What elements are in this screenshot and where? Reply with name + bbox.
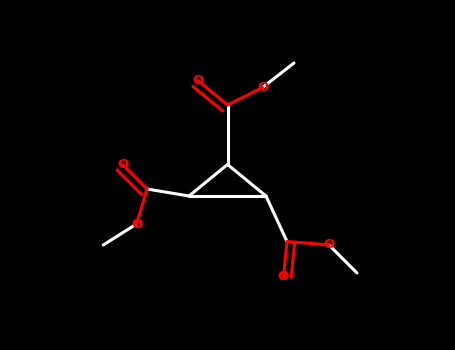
Text: O: O (278, 270, 289, 283)
Text: O: O (131, 217, 142, 231)
Text: O: O (117, 158, 128, 171)
Text: O: O (192, 74, 203, 87)
Text: O: O (324, 238, 334, 252)
Text: O: O (257, 81, 268, 94)
